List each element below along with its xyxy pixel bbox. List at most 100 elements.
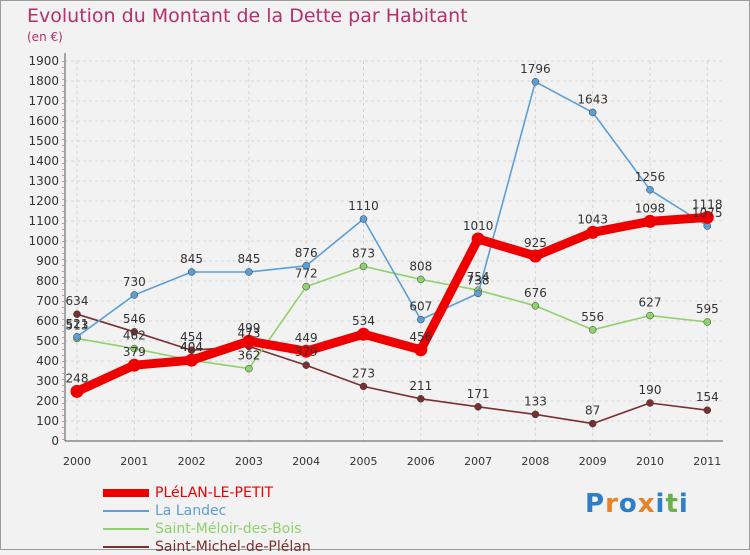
logo-letter: i xyxy=(655,489,666,519)
data-point xyxy=(474,403,482,411)
data-point xyxy=(359,262,368,271)
data-label: 754 xyxy=(467,270,490,284)
legend-item: Saint-Michel-de-Plélan xyxy=(103,539,311,555)
data-label: 454 xyxy=(180,330,203,344)
data-point xyxy=(73,310,81,318)
data-point xyxy=(588,419,597,428)
data-label: 876 xyxy=(295,246,318,260)
data-point xyxy=(417,315,425,324)
y-tick-label: 1200 xyxy=(28,194,59,208)
data-point xyxy=(528,249,542,263)
legend-swatch xyxy=(103,546,149,548)
data-label: 449 xyxy=(295,331,318,345)
data-point xyxy=(359,382,368,391)
legend-label: La Landec xyxy=(155,503,227,519)
data-point xyxy=(245,268,253,276)
legend-label: Saint-Méloir-des-Bois xyxy=(155,521,302,537)
data-label: 87 xyxy=(585,404,600,418)
x-tick-label: 2001 xyxy=(120,455,148,468)
logo-letter: P xyxy=(585,489,606,519)
data-label: 1643 xyxy=(577,92,608,106)
y-tick-label: 1300 xyxy=(28,174,59,188)
y-tick-label: 1800 xyxy=(28,74,59,88)
y-tick-label: 800 xyxy=(36,274,59,288)
data-point xyxy=(531,410,540,419)
legend-item: Saint-Méloir-des-Bois xyxy=(103,521,301,537)
data-label: 738 xyxy=(467,273,490,287)
data-label: 1075 xyxy=(692,206,723,220)
x-tick-label: 2004 xyxy=(292,455,320,468)
y-tick-label: 500 xyxy=(36,334,59,348)
data-point xyxy=(474,289,482,298)
data-point xyxy=(646,186,654,194)
data-point xyxy=(588,108,597,117)
y-tick-label: 0 xyxy=(51,434,59,448)
series-line xyxy=(76,81,709,338)
data-point xyxy=(127,358,141,372)
y-tick-label: 600 xyxy=(36,314,59,328)
data-label: 133 xyxy=(524,394,547,408)
data-label: 379 xyxy=(123,345,146,359)
y-tick-label: 1500 xyxy=(28,134,59,148)
x-tick-label: 2011 xyxy=(693,455,721,468)
data-label: 546 xyxy=(123,312,146,326)
data-point xyxy=(302,361,310,369)
logo-letter: x xyxy=(637,489,656,519)
data-label: 1110 xyxy=(348,199,379,213)
data-point xyxy=(242,334,256,348)
data-label: 211 xyxy=(409,379,432,393)
data-label: 513 xyxy=(66,318,89,332)
data-point xyxy=(414,343,428,357)
data-point xyxy=(130,328,139,336)
x-tick-label: 2009 xyxy=(579,455,607,468)
data-point xyxy=(646,311,654,320)
y-tick-label: 700 xyxy=(36,294,59,308)
data-label: 362 xyxy=(237,349,260,363)
data-point xyxy=(646,399,654,407)
data-point xyxy=(471,232,485,246)
data-label: 379 xyxy=(295,345,318,359)
x-tick-label: 2010 xyxy=(636,455,664,468)
data-label: 845 xyxy=(180,252,203,266)
data-label: 772 xyxy=(295,267,318,281)
data-point xyxy=(417,275,425,284)
data-label: 676 xyxy=(524,286,547,300)
x-tick-label: 2000 xyxy=(63,455,91,468)
data-label: 521 xyxy=(66,317,89,331)
y-tick-label: 900 xyxy=(36,254,59,268)
data-label: 1796 xyxy=(520,62,551,76)
data-label: 607 xyxy=(409,300,432,314)
data-point xyxy=(703,406,712,414)
data-point xyxy=(302,262,310,270)
chart-title: Evolution du Montant de la Dette par Hab… xyxy=(27,5,468,27)
y-tick-label: 1400 xyxy=(28,154,59,168)
data-label: 845 xyxy=(237,252,260,266)
x-tick-label: 2008 xyxy=(521,455,549,468)
data-label: 473 xyxy=(237,326,260,340)
data-point xyxy=(245,364,253,373)
data-point xyxy=(531,302,540,310)
legend-item: La Landec xyxy=(103,503,226,519)
data-label: 925 xyxy=(524,236,547,250)
y-tick-label: 1600 xyxy=(28,114,59,128)
logo-letter: i xyxy=(678,489,689,519)
data-label: 627 xyxy=(639,296,662,310)
data-label: 190 xyxy=(639,383,662,397)
y-tick-label: 100 xyxy=(36,414,59,428)
data-label: 1010 xyxy=(463,219,494,233)
data-label: 171 xyxy=(467,387,490,401)
data-point xyxy=(417,395,425,403)
data-label: 873 xyxy=(352,246,375,260)
logo-letter: r xyxy=(605,489,619,519)
data-point xyxy=(130,344,139,353)
legend-label: PLéLAN-LE-PETIT xyxy=(155,485,274,501)
logo-letter: o xyxy=(618,489,638,519)
data-label: 404 xyxy=(180,340,203,354)
y-tick-label: 1700 xyxy=(28,94,59,108)
data-point xyxy=(357,327,370,341)
data-label: 730 xyxy=(123,275,146,289)
y-tick-label: 1100 xyxy=(28,214,59,228)
data-label: 248 xyxy=(66,371,89,385)
